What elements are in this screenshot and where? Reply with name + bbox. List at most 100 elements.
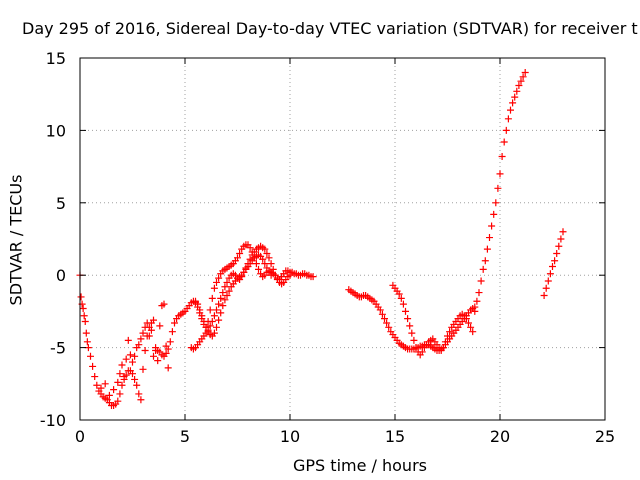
- data-point: [150, 316, 157, 324]
- data-point: [196, 306, 204, 314]
- data-point: [261, 260, 269, 268]
- data-point: [509, 99, 517, 107]
- data-point: [473, 297, 481, 305]
- data-point: [152, 346, 160, 354]
- data-point: [265, 254, 273, 262]
- data-point: [168, 328, 176, 336]
- y-tick-label: 5: [56, 194, 66, 213]
- data-point: [444, 332, 451, 340]
- data-point: [206, 306, 214, 314]
- data-point: [135, 341, 143, 349]
- data-point: [210, 312, 218, 320]
- data-point: [114, 378, 122, 386]
- data-point: [164, 364, 172, 372]
- data-point: [141, 346, 149, 354]
- data-point: [225, 287, 233, 295]
- data-point: [116, 390, 124, 398]
- data-point: [502, 126, 510, 134]
- data-point: [213, 306, 220, 314]
- data-point: [500, 138, 508, 146]
- data-point: [194, 300, 202, 308]
- data-point: [217, 294, 225, 302]
- data-point: [131, 352, 139, 360]
- data-point: [546, 270, 554, 278]
- data-point: [147, 326, 155, 334]
- y-tick-label: 0: [56, 266, 66, 285]
- data-point: [467, 323, 475, 331]
- data-point: [120, 373, 128, 381]
- data-point: [486, 234, 493, 242]
- data-point: [133, 381, 141, 389]
- data-point: [154, 357, 162, 365]
- data-point: [469, 328, 477, 336]
- data-point: [129, 358, 136, 366]
- data-point: [488, 222, 496, 230]
- data-point: [236, 249, 244, 257]
- data-point: [122, 355, 130, 363]
- data-point: [557, 235, 565, 243]
- data-point: [255, 265, 262, 273]
- data-point: [215, 316, 223, 324]
- data-point: [118, 381, 126, 389]
- x-tick-label: 25: [595, 427, 615, 446]
- data-point: [378, 310, 386, 318]
- data-points: [76, 68, 567, 410]
- data-point: [221, 283, 229, 291]
- data-point: [97, 384, 105, 392]
- grid-lines: [80, 58, 605, 420]
- data-point: [498, 152, 506, 160]
- data-point: [549, 263, 556, 271]
- y-tick-label: -10: [40, 411, 66, 430]
- data-point: [213, 323, 220, 331]
- data-point: [517, 77, 525, 85]
- data-point: [116, 370, 124, 378]
- plot-frame: [79, 57, 606, 421]
- data-point: [198, 312, 206, 320]
- data-point: [208, 318, 216, 326]
- data-point: [519, 73, 527, 81]
- data-point: [492, 199, 500, 207]
- data-point: [137, 335, 145, 343]
- data-point: [513, 87, 521, 95]
- data-point: [234, 254, 241, 262]
- y-tick-label: 10: [46, 121, 66, 140]
- data-point: [309, 273, 317, 281]
- data-point: [101, 380, 109, 388]
- data-point: [208, 294, 216, 302]
- data-point: [166, 338, 174, 346]
- data-point: [263, 264, 271, 272]
- data-point: [410, 336, 418, 344]
- data-point: [210, 284, 218, 292]
- data-point: [217, 309, 225, 317]
- data-point: [137, 396, 145, 404]
- data-point: [481, 257, 489, 265]
- data-point: [465, 319, 472, 327]
- data-point: [540, 291, 548, 299]
- y-axis-label: SDTVAR / TECUs: [6, 174, 26, 306]
- data-point: [200, 318, 208, 326]
- data-point: [210, 329, 218, 337]
- data-point: [223, 278, 231, 286]
- data-point: [542, 284, 550, 292]
- x-tick-label: 15: [385, 427, 405, 446]
- data-point: [477, 277, 485, 285]
- data-point: [206, 322, 214, 330]
- x-tick-label: 10: [280, 427, 300, 446]
- data-point: [79, 305, 87, 313]
- data-point: [511, 93, 519, 101]
- data-point: [441, 338, 449, 346]
- data-point: [404, 315, 412, 323]
- data-point: [219, 302, 227, 310]
- data-point: [381, 315, 388, 323]
- data-point: [126, 351, 134, 359]
- data-point: [269, 265, 277, 273]
- x-tick-label: 20: [490, 427, 510, 446]
- data-point: [259, 255, 267, 263]
- x-axis-label: GPS time / hours: [293, 456, 427, 475]
- data-point: [150, 352, 157, 360]
- data-point: [83, 338, 91, 346]
- data-point: [171, 319, 178, 327]
- data-point: [215, 300, 223, 308]
- data-point: [81, 318, 89, 326]
- data-point: [286, 271, 294, 279]
